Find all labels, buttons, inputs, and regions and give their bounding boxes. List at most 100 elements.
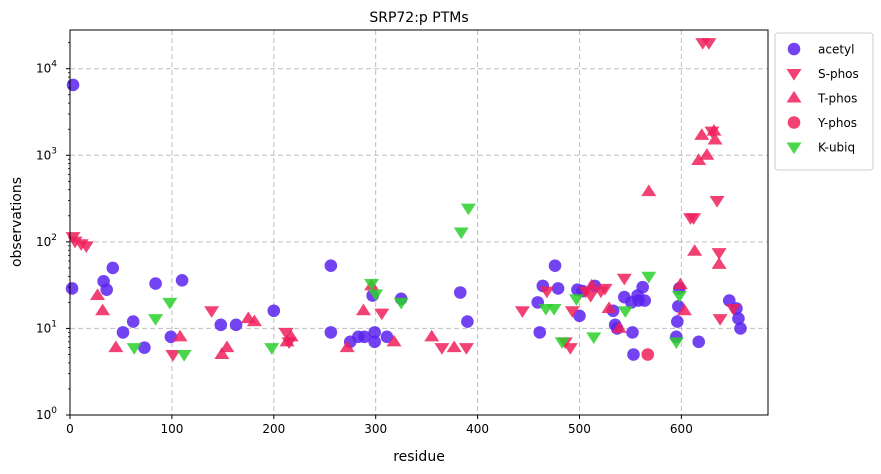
x-tick-label: 600 bbox=[670, 422, 693, 436]
data-point bbox=[424, 329, 440, 342]
data-point bbox=[701, 38, 717, 50]
data-point bbox=[694, 128, 710, 140]
x-axis: 0 100 200 300 400 500 600 bbox=[66, 415, 693, 436]
legend-marker bbox=[786, 90, 802, 103]
data-point bbox=[546, 303, 562, 316]
data-point bbox=[126, 343, 142, 355]
y-tick-label: 102 bbox=[36, 233, 57, 249]
data-point bbox=[514, 306, 530, 318]
legend-marker bbox=[787, 116, 801, 129]
data-point bbox=[672, 277, 688, 290]
data-point bbox=[149, 277, 162, 290]
data-point bbox=[641, 271, 657, 284]
data-point bbox=[611, 321, 627, 333]
data-point bbox=[562, 343, 578, 355]
y-axis-label: observations bbox=[9, 177, 25, 267]
y-tick-label: 101 bbox=[36, 319, 57, 335]
data-point bbox=[706, 124, 722, 136]
data-point bbox=[66, 78, 80, 92]
data-point bbox=[573, 309, 586, 323]
legend-item: Y-phos bbox=[787, 116, 857, 130]
data-point bbox=[65, 282, 79, 295]
y-tick-label: 100 bbox=[36, 406, 57, 422]
data-point bbox=[106, 261, 120, 275]
data-point bbox=[707, 132, 723, 145]
legend-label: Y-phos bbox=[817, 116, 857, 130]
y-axis: 100 101 102 103 104 bbox=[36, 42, 70, 422]
data-point bbox=[671, 291, 687, 303]
legend-item: T-phos bbox=[786, 90, 857, 106]
data-point bbox=[434, 343, 450, 355]
data-point bbox=[355, 303, 371, 316]
data-point bbox=[725, 303, 741, 316]
data-point bbox=[551, 282, 565, 295]
data-point bbox=[616, 273, 632, 286]
data-point bbox=[138, 341, 151, 354]
data-point bbox=[711, 257, 727, 269]
data-point bbox=[368, 289, 384, 302]
data-point bbox=[264, 343, 280, 355]
data-point bbox=[324, 259, 338, 273]
series-t-phos bbox=[90, 124, 727, 359]
x-axis-label: residue bbox=[393, 449, 445, 465]
data-point bbox=[712, 314, 728, 326]
data-point bbox=[374, 308, 390, 321]
data-point bbox=[641, 348, 655, 361]
data-point bbox=[246, 314, 262, 327]
data-point bbox=[267, 304, 281, 318]
data-point bbox=[548, 259, 562, 273]
data-point bbox=[165, 349, 181, 362]
data-point bbox=[393, 297, 409, 310]
data-point bbox=[162, 297, 178, 310]
grid bbox=[70, 30, 768, 415]
series-s-phos bbox=[65, 38, 741, 362]
legend-marker bbox=[787, 42, 801, 56]
data-point bbox=[597, 283, 613, 296]
data-point bbox=[636, 280, 649, 294]
data-point bbox=[364, 279, 380, 291]
x-tick-label: 300 bbox=[364, 422, 387, 436]
legend-label: K-ubiq bbox=[818, 141, 855, 155]
data-point bbox=[386, 334, 402, 347]
x-tick-label: 0 bbox=[66, 422, 74, 436]
data-point bbox=[453, 286, 467, 299]
legend-label: acetyl bbox=[818, 43, 854, 57]
legend-item: S-phos bbox=[786, 67, 859, 81]
data-point bbox=[734, 322, 747, 335]
x-tick-label: 100 bbox=[160, 422, 183, 436]
y-tick-label: 104 bbox=[36, 60, 57, 76]
x-tick-label: 400 bbox=[466, 422, 489, 436]
data-point bbox=[324, 326, 338, 339]
data-point bbox=[229, 318, 243, 332]
data-point bbox=[458, 343, 474, 355]
data-point bbox=[671, 315, 684, 328]
legend-label: S-phos bbox=[818, 67, 859, 81]
series-acetyl bbox=[65, 78, 747, 361]
data-point bbox=[214, 347, 230, 359]
data-point bbox=[687, 244, 703, 256]
data-point bbox=[584, 278, 600, 291]
data-point bbox=[676, 303, 692, 316]
data-point bbox=[686, 213, 702, 225]
data-point bbox=[554, 337, 570, 349]
data-point bbox=[126, 315, 140, 328]
data-point bbox=[90, 288, 106, 301]
data-point bbox=[78, 241, 94, 253]
data-point bbox=[564, 306, 580, 318]
chart-title: SRP72:p PTMs bbox=[369, 10, 468, 26]
data-point bbox=[176, 349, 192, 362]
data-point bbox=[339, 340, 355, 353]
data-point bbox=[95, 303, 111, 316]
x-tick-label: 500 bbox=[568, 422, 591, 436]
data-point bbox=[204, 306, 220, 318]
data-point bbox=[148, 314, 164, 326]
series-y-phos bbox=[641, 348, 655, 361]
data-point bbox=[214, 318, 228, 332]
data-point bbox=[358, 330, 371, 344]
legend-marker bbox=[786, 69, 802, 81]
data-point bbox=[691, 153, 707, 166]
data-point bbox=[732, 312, 745, 325]
data-point bbox=[368, 326, 381, 339]
data-point bbox=[583, 291, 599, 303]
